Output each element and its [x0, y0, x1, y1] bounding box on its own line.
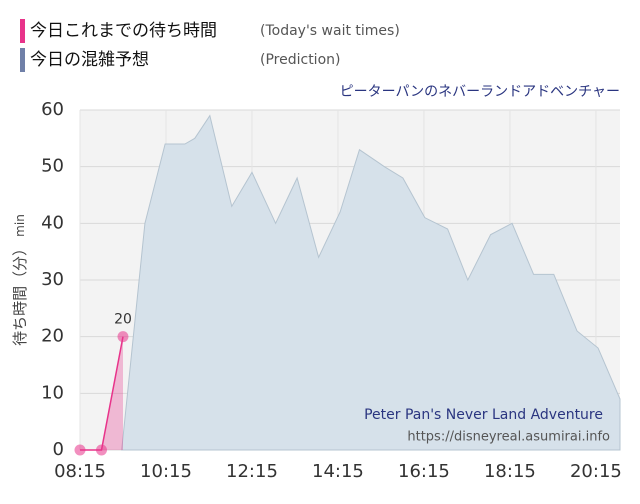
legend-label: 今日の混雑予想: [30, 50, 149, 70]
legend-label: 今日これまでの待ち時間: [30, 21, 217, 41]
x-tick-label: 16:15: [398, 461, 450, 482]
y-tick-label: 0: [53, 439, 64, 460]
point: [95, 444, 107, 456]
y-axis-title: 待ち時間（分）: [11, 241, 29, 346]
x-tick-label: 18:15: [484, 461, 536, 482]
y-axis-label: 待ち時間（分） min: [11, 214, 29, 346]
watermark: https://disneyreal.asumirai.info: [407, 430, 610, 445]
area: [80, 336, 123, 450]
area: [121, 114, 621, 451]
x-tick-label: 08:15: [54, 461, 106, 482]
y-tick-label: 20: [41, 326, 64, 347]
y-tick-label: 40: [41, 212, 64, 233]
y-axis-unit: min: [13, 214, 27, 237]
x-tick-label: 10:15: [140, 461, 192, 482]
watermark: Peter Pan's Never Land Adventure: [364, 407, 603, 423]
y-tick-label: 10: [41, 382, 64, 403]
legend-desc: (Today's wait times): [260, 23, 400, 39]
y-tick-label: 50: [41, 156, 64, 177]
x-tick-label: 12:15: [226, 461, 278, 482]
point: [74, 444, 86, 456]
data-label: 20: [114, 312, 132, 328]
legend-desc: (Prediction): [260, 52, 340, 68]
legend-swatch: [20, 19, 25, 43]
legend-swatch: [20, 48, 25, 72]
chart-title: ピーターパンのネバーランドアドベンチャー: [340, 84, 620, 100]
y-tick-label: 60: [41, 99, 64, 120]
point: [117, 331, 129, 343]
x-tick-label: 20:15: [570, 461, 622, 482]
y-tick-label: 30: [41, 269, 64, 290]
x-tick-label: 14:15: [312, 461, 364, 482]
